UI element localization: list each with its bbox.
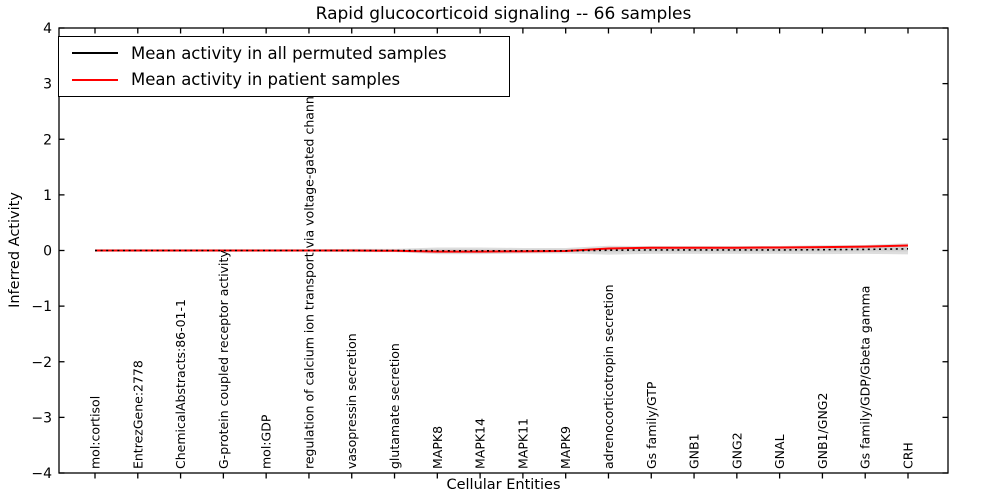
entity-label: GNB1 xyxy=(687,433,702,469)
entity-label: GNG2 xyxy=(729,432,744,469)
entity-label: GNAL xyxy=(772,434,787,469)
legend-entry-permuted: Mean activity in all permuted samples xyxy=(59,44,509,63)
entity-label: glutamate secretion xyxy=(387,343,402,469)
entity-label: vasopressin secretion xyxy=(344,333,359,469)
y-tick-label: 1 xyxy=(43,188,52,204)
confidence-band-outer xyxy=(95,243,908,255)
entity-label: Gs family/GTP xyxy=(644,381,659,469)
entity-label: regulation of calcium ion transport via … xyxy=(301,85,316,469)
legend-label-permuted: Mean activity in all permuted samples xyxy=(131,43,447,63)
entity-label: CRH xyxy=(901,442,916,469)
entity-label: MAPK9 xyxy=(558,426,573,469)
entity-label: Gs family/GDP/Gbeta gamma xyxy=(858,286,873,469)
entity-label: G-protein coupled receptor activity xyxy=(216,250,231,469)
legend-entry-patient: Mean activity in patient samples xyxy=(59,70,509,89)
entity-label: GNB1/GNG2 xyxy=(815,393,830,469)
legend-label-patient: Mean activity in patient samples xyxy=(131,70,401,90)
y-tick-label: 3 xyxy=(43,77,52,93)
y-tick-label: −4 xyxy=(31,466,52,482)
legend-line-patient-icon xyxy=(72,78,118,81)
y-tick-label: −1 xyxy=(31,299,52,315)
y-tick-label: 2 xyxy=(43,132,52,148)
entity-label: mol:GDP xyxy=(259,414,274,469)
y-tick-label: −3 xyxy=(31,410,52,426)
y-tick-label: 0 xyxy=(43,244,52,260)
permuted-mean-line xyxy=(95,248,909,252)
legend-line-permuted-icon xyxy=(72,52,118,55)
chart-title: Rapid glucocorticoid signaling -- 66 sam… xyxy=(315,4,692,24)
y-tick-label: 4 xyxy=(43,21,52,37)
entity-label: MAPK11 xyxy=(515,418,530,469)
entity-label: EntrezGene:2778 xyxy=(130,360,145,469)
entity-label: MAPK8 xyxy=(430,426,445,469)
x-axis-label: Cellular Entities xyxy=(446,477,561,493)
legend: Mean activity in all permuted samples Me… xyxy=(58,36,510,97)
entity-label: ChemicalAbstracts:86-01-1 xyxy=(173,299,188,469)
entity-label: MAPK14 xyxy=(473,418,488,469)
y-tick-label: −2 xyxy=(31,355,52,371)
entity-label: adrenocorticotropin secretion xyxy=(601,284,616,469)
entity-label: mol:cortisol xyxy=(88,396,103,469)
